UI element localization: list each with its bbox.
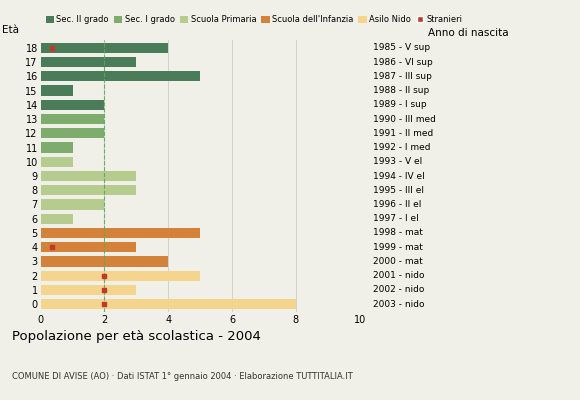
Text: 2002 - nido: 2002 - nido [373,286,425,294]
Text: Età: Età [2,24,19,34]
Text: 1995 - III el: 1995 - III el [373,186,424,195]
Bar [41,214,72,224]
Legend: Sec. II grado, Sec. I grado, Scuola Primaria, Scuola dell'Infanzia, Asilo Nido, : Sec. II grado, Sec. I grado, Scuola Prim… [45,14,464,25]
Text: 1985 - V sup: 1985 - V sup [373,43,430,52]
Bar [41,157,72,167]
Text: Anno di nascita: Anno di nascita [428,28,509,38]
Bar [41,199,104,210]
Text: 2003 - nido: 2003 - nido [373,300,425,309]
Text: 1998 - mat: 1998 - mat [373,228,423,238]
Text: 1991 - II med: 1991 - II med [373,129,433,138]
Bar [41,242,136,252]
Text: Popolazione per età scolastica - 2004: Popolazione per età scolastica - 2004 [12,330,260,343]
Text: 1988 - II sup: 1988 - II sup [373,86,429,95]
Text: 1999 - mat: 1999 - mat [373,243,423,252]
Bar [41,270,200,281]
Bar [41,57,136,67]
Text: 2001 - nido: 2001 - nido [373,271,425,280]
Text: 1994 - IV el: 1994 - IV el [373,172,425,180]
Text: 1992 - I med: 1992 - I med [373,143,430,152]
Text: 1990 - III med: 1990 - III med [373,114,436,124]
Bar [41,185,136,195]
Bar [41,142,72,153]
Bar [41,71,200,82]
Text: 1996 - II el: 1996 - II el [373,200,421,209]
Text: COMUNE DI AVISE (AO) · Dati ISTAT 1° gennaio 2004 · Elaborazione TUTTITALIA.IT: COMUNE DI AVISE (AO) · Dati ISTAT 1° gen… [12,372,353,381]
Text: 2000 - mat: 2000 - mat [373,257,423,266]
Bar [41,256,168,266]
Bar [41,43,168,53]
Bar [41,114,104,124]
Bar [41,128,104,138]
Text: 1997 - I el: 1997 - I el [373,214,419,223]
Text: 1989 - I sup: 1989 - I sup [373,100,426,109]
Bar [41,228,200,238]
Bar [41,86,72,96]
Text: 1987 - III sup: 1987 - III sup [373,72,432,81]
Bar [41,299,296,309]
Text: 1993 - V el: 1993 - V el [373,157,422,166]
Bar [41,171,136,181]
Bar [41,285,136,295]
Text: 1986 - VI sup: 1986 - VI sup [373,58,433,66]
Bar [41,100,104,110]
